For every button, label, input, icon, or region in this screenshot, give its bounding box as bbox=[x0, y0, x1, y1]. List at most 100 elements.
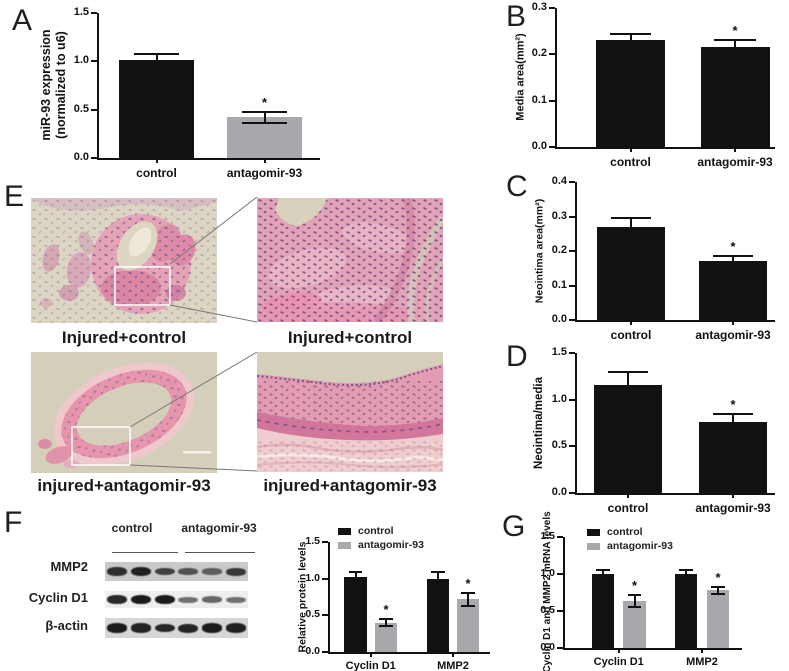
histology-image-injured-antagomir-magnified bbox=[257, 352, 443, 472]
error-bar-cap-bottom bbox=[461, 604, 475, 607]
blot-band bbox=[106, 623, 127, 633]
x-category-label: control bbox=[607, 501, 649, 515]
bar bbox=[344, 577, 367, 652]
blot-strip-bactin bbox=[105, 618, 248, 638]
bar bbox=[596, 39, 665, 147]
blot-band bbox=[154, 567, 175, 576]
panel-e-letter: E bbox=[4, 180, 25, 213]
y-axis-tick bbox=[322, 577, 328, 580]
error-bar-line bbox=[685, 569, 687, 579]
plot-area-F: 0.0 0.5 1.0 1.5 * * Cyclin D1 MMP2 control antago… bbox=[305, 525, 490, 671]
error-bar-cap-bottom bbox=[712, 429, 754, 432]
blot-band bbox=[226, 567, 247, 576]
bar bbox=[597, 226, 665, 320]
error-bar-line bbox=[602, 570, 604, 578]
blot-band bbox=[130, 623, 151, 633]
error-bar-cap-bottom bbox=[379, 625, 393, 628]
y-axis-tick bbox=[557, 536, 563, 538]
error-bar-cap-top bbox=[242, 110, 287, 113]
bar bbox=[699, 422, 767, 493]
x-category-label: control bbox=[610, 328, 652, 342]
bar bbox=[426, 578, 450, 652]
blot-band bbox=[226, 596, 247, 603]
blot-group-line-control bbox=[112, 552, 178, 553]
y-tick-label: 0.3 bbox=[551, 209, 567, 222]
legend-swatch bbox=[587, 529, 600, 536]
y-axis-tick bbox=[322, 651, 328, 653]
y-axis-tick bbox=[322, 541, 328, 543]
error-bar-line bbox=[263, 111, 266, 124]
error-bar-cap-top bbox=[348, 571, 363, 574]
x-category-label: antagomir-93 bbox=[697, 155, 773, 169]
y-tick-label: 1.5 bbox=[73, 6, 89, 18]
y-axis-label-line: (normalized to u6) bbox=[54, 31, 68, 139]
y-tick-label: 1.0 bbox=[305, 571, 320, 584]
x-axis-tick bbox=[263, 158, 266, 163]
y-axis-tick bbox=[569, 352, 575, 354]
blot-band bbox=[202, 568, 223, 575]
error-bar-cap-bottom bbox=[596, 576, 610, 579]
x-axis-tick bbox=[617, 648, 620, 653]
blot-band bbox=[178, 568, 199, 575]
error-bar-line bbox=[734, 39, 736, 55]
y-axis-tick bbox=[91, 12, 97, 14]
x-axis-tick bbox=[732, 320, 734, 325]
y-tick-label: 1.0 bbox=[551, 392, 567, 405]
caption-injured-control-magnified: Injured+control bbox=[287, 328, 413, 347]
panel-c-letter: C bbox=[506, 170, 528, 203]
error-bar-line bbox=[437, 572, 439, 586]
y-axis-tick bbox=[557, 647, 563, 649]
panel-d-letter: D bbox=[506, 340, 528, 373]
error-bar-line bbox=[467, 592, 469, 606]
y-axis-label: Relative protein levels bbox=[296, 541, 309, 653]
y-axis-tick bbox=[569, 492, 575, 494]
y-tick-label: 0.4 bbox=[551, 175, 567, 187]
y-axis-tick bbox=[569, 398, 575, 401]
y-axis-label: Neointima area(mm²) bbox=[533, 198, 546, 304]
y-axis-tick bbox=[549, 53, 555, 56]
x-category-label: MMP2 bbox=[437, 660, 469, 671]
y-tick-label: 0.0 bbox=[73, 151, 89, 163]
error-bar-cap-top bbox=[134, 52, 179, 55]
histology-image-injured-control-magnified bbox=[257, 198, 443, 322]
y-tick-label: 0.1 bbox=[551, 278, 567, 291]
inset-box bbox=[114, 266, 171, 306]
y-axis-tick bbox=[569, 445, 575, 448]
blot-band bbox=[154, 623, 175, 633]
x-category-label: Cyclin D1 bbox=[593, 656, 644, 668]
error-bar-cap-bottom bbox=[610, 235, 652, 238]
panel-f-letter: F bbox=[4, 506, 23, 539]
error-bar-cap-bottom bbox=[609, 44, 652, 47]
y-tick-label: 0.2 bbox=[531, 47, 547, 60]
x-category-label: antagomir-93 bbox=[226, 166, 303, 180]
significance-marker: * bbox=[631, 578, 638, 594]
bar bbox=[700, 46, 770, 147]
bar bbox=[674, 574, 698, 648]
x-axis-tick bbox=[732, 493, 734, 498]
error-bar-cap-top bbox=[714, 38, 756, 41]
y-axis-tick bbox=[569, 284, 575, 287]
panel-b-letter: B bbox=[506, 0, 527, 33]
y-tick-label: 0.5 bbox=[551, 439, 567, 452]
bar bbox=[227, 117, 302, 158]
plot-area-B: 0.0 0.1 0.2 0.3 * control antagomir-93 bbox=[532, 1, 775, 169]
bar bbox=[594, 384, 662, 493]
y-axis-tick bbox=[549, 146, 555, 148]
bar bbox=[706, 590, 730, 648]
error-bar-line bbox=[717, 586, 719, 594]
error-bar-cap-top bbox=[711, 585, 725, 588]
error-bar-line bbox=[633, 595, 636, 608]
bar bbox=[374, 622, 398, 652]
x-axis-tick bbox=[734, 147, 736, 152]
error-bar-cap-bottom bbox=[711, 592, 725, 595]
error-bar-cap-bottom bbox=[714, 53, 756, 56]
error-bar-cap-bottom bbox=[242, 122, 287, 125]
legend-label: control bbox=[607, 526, 643, 538]
plot-area-D: 0.0 0.5 1.0 1.5 * control antagomir-93 bbox=[552, 346, 775, 515]
error-bar-cap-top bbox=[627, 594, 642, 597]
error-bar-line bbox=[627, 371, 629, 398]
x-category-label: MMP2 bbox=[686, 656, 718, 668]
panel-g-letter: G bbox=[502, 510, 526, 543]
error-bar-cap-top bbox=[712, 412, 754, 415]
error-bar-cap-top bbox=[610, 216, 652, 219]
